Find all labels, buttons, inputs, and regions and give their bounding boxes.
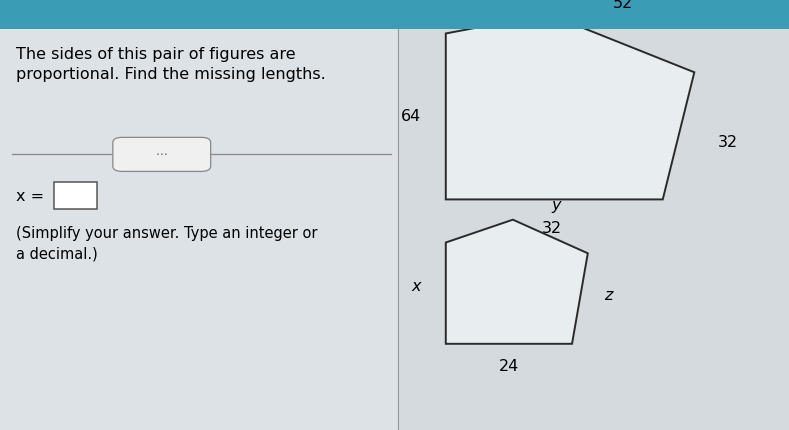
FancyBboxPatch shape — [54, 182, 97, 210]
Text: x =: x = — [16, 188, 49, 203]
Text: (Simplify your answer. Type an integer or
a decimal.): (Simplify your answer. Type an integer o… — [16, 226, 317, 261]
FancyBboxPatch shape — [0, 30, 398, 430]
Text: 64: 64 — [401, 109, 421, 123]
Text: 32: 32 — [718, 135, 739, 149]
Text: x: x — [412, 279, 421, 293]
FancyBboxPatch shape — [113, 138, 211, 172]
Text: 52: 52 — [613, 0, 634, 11]
FancyBboxPatch shape — [0, 0, 789, 30]
Text: 32: 32 — [542, 220, 563, 235]
FancyBboxPatch shape — [398, 30, 789, 430]
Text: ⋯: ⋯ — [156, 148, 167, 161]
Text: z: z — [604, 287, 612, 302]
Polygon shape — [446, 15, 694, 200]
Polygon shape — [446, 220, 588, 344]
Text: 24: 24 — [499, 358, 519, 373]
Text: y: y — [552, 198, 561, 213]
Text: The sides of this pair of figures are
proportional. Find the missing lengths.: The sides of this pair of figures are pr… — [16, 47, 326, 82]
